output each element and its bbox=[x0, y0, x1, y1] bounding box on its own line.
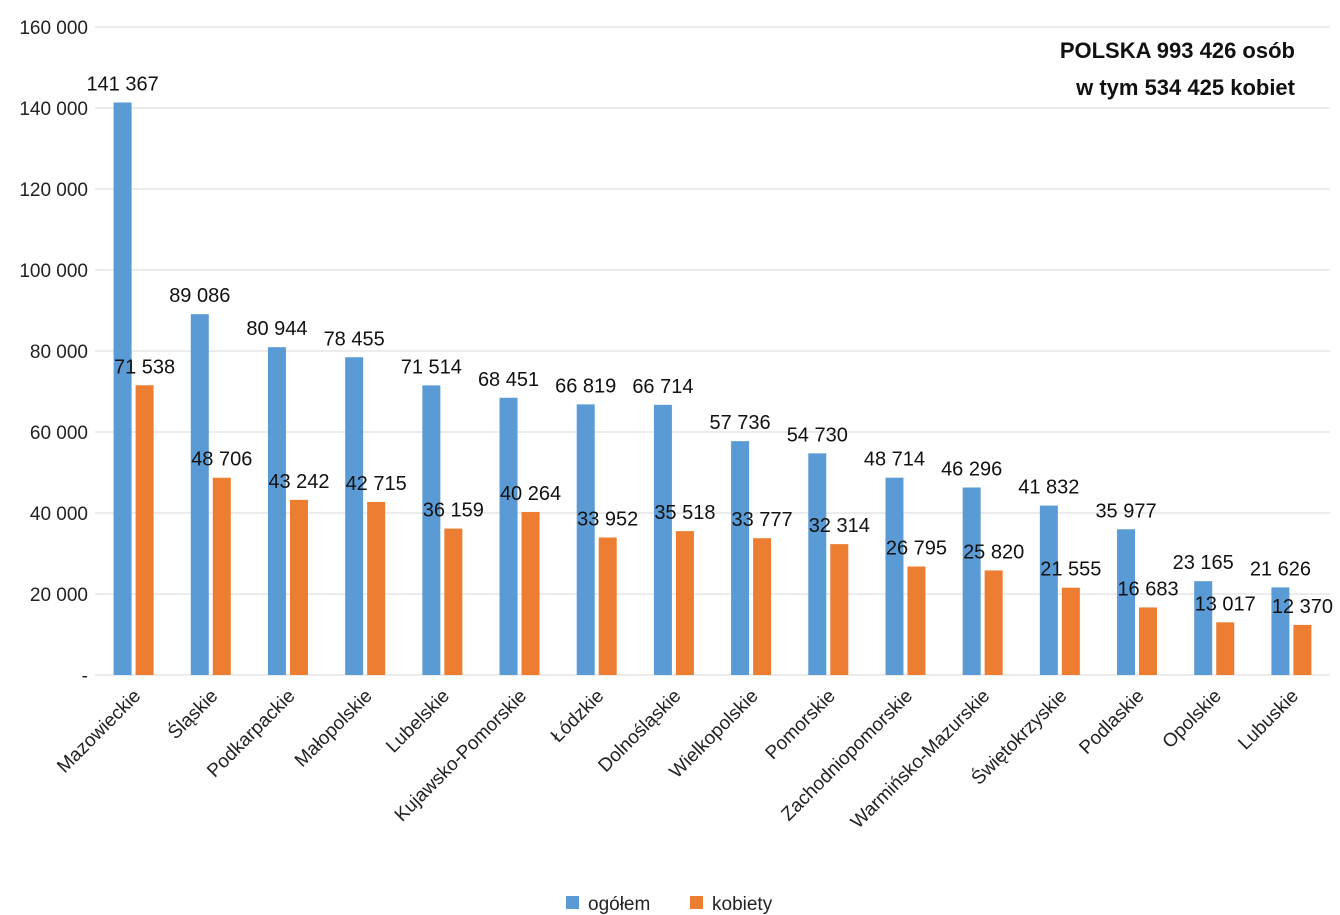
data-label-kobiety: 43 242 bbox=[268, 471, 329, 493]
x-category-label: Opolskie bbox=[1159, 686, 1226, 753]
x-category-label: Małopolskie bbox=[291, 686, 377, 772]
data-label-ogolem: 35 977 bbox=[1095, 500, 1156, 522]
bar-kobiety bbox=[212, 477, 231, 675]
y-axis-tick-labels: - 20 000 40 000 60 000 80 000 100 000 120 000 1… bbox=[19, 18, 88, 687]
data-label-ogolem: 57 736 bbox=[710, 412, 771, 434]
bar-kobiety bbox=[367, 502, 386, 675]
data-label-kobiety: 40 264 bbox=[500, 483, 561, 505]
bar-ogolem bbox=[1117, 529, 1136, 675]
data-labels: 141 367 89 086 80 944 78 455 71 514 68 451 66 … bbox=[86, 73, 1333, 617]
bar-ogolem bbox=[267, 347, 286, 675]
bar-ogolem bbox=[422, 385, 441, 675]
data-label-kobiety: 33 952 bbox=[577, 508, 638, 530]
data-label-kobiety: 21 555 bbox=[1040, 559, 1101, 581]
data-label-ogolem: 66 714 bbox=[632, 376, 693, 398]
legend-swatch-kobiety bbox=[690, 896, 703, 909]
data-label-ogolem: 71 514 bbox=[401, 356, 462, 378]
data-label-ogolem: 21 626 bbox=[1250, 558, 1311, 580]
bar-kobiety bbox=[1139, 607, 1158, 675]
bar-ogolem bbox=[345, 357, 364, 675]
bar-kobiety bbox=[830, 544, 849, 675]
bar-ogolem bbox=[576, 404, 595, 675]
x-category-label: Zachodniopomorskie bbox=[777, 686, 917, 826]
bar-ogolem bbox=[1194, 581, 1213, 675]
bar-ogolem bbox=[113, 102, 132, 676]
data-label-kobiety: 48 706 bbox=[191, 449, 252, 471]
bar-kobiety bbox=[675, 531, 694, 675]
bar-kobiety bbox=[1293, 624, 1312, 675]
y-tick-label: 140 000 bbox=[19, 99, 88, 120]
legend: ogółem kobiety bbox=[566, 894, 773, 915]
data-label-ogolem: 66 819 bbox=[555, 375, 616, 397]
bar-ogolem bbox=[653, 404, 672, 675]
bar-kobiety bbox=[1216, 622, 1235, 675]
y-tick-label: 40 000 bbox=[30, 504, 88, 525]
bar-ogolem bbox=[808, 453, 827, 675]
x-axis-category-labels: Mazowieckie ŚląskiePodkarpackieMałopolski… bbox=[53, 685, 1303, 833]
y-tick-label: - bbox=[82, 666, 88, 687]
bar-kobiety bbox=[135, 385, 154, 675]
x-category-label: Lubelskie bbox=[382, 686, 454, 758]
data-label-ogolem: 54 730 bbox=[787, 424, 848, 446]
annotation-line-1: POLSKA 993 426 osób bbox=[1060, 38, 1295, 63]
bar-kobiety bbox=[444, 528, 463, 675]
data-label-ogolem: 48 714 bbox=[864, 449, 925, 471]
bar-ogolem bbox=[499, 397, 518, 675]
x-category-label: Śląskie bbox=[163, 685, 222, 744]
bar-ogolem bbox=[962, 487, 981, 675]
data-label-kobiety: 71 538 bbox=[114, 356, 175, 378]
bar-ogolem bbox=[1271, 587, 1290, 675]
x-category-label: Mazowieckie bbox=[53, 686, 145, 778]
data-label-ogolem: 41 832 bbox=[1018, 477, 1079, 499]
bar-ogolem bbox=[885, 477, 904, 675]
data-label-ogolem: 78 455 bbox=[324, 328, 385, 350]
data-label-kobiety: 13 017 bbox=[1195, 593, 1256, 615]
bar-kobiety bbox=[984, 570, 1003, 675]
data-label-kobiety: 12 370 bbox=[1272, 596, 1333, 618]
bar-kobiety bbox=[907, 566, 926, 675]
x-category-label: Pomorskie bbox=[762, 686, 840, 764]
y-tick-label: 80 000 bbox=[30, 342, 88, 363]
data-label-kobiety: 35 518 bbox=[654, 502, 715, 524]
annotation-line-2: w tym 534 425 kobiet bbox=[1075, 75, 1296, 100]
data-label-kobiety: 26 795 bbox=[886, 537, 947, 559]
data-label-kobiety: 32 314 bbox=[809, 515, 870, 537]
bar-kobiety bbox=[521, 511, 540, 675]
legend-swatch-ogolem bbox=[566, 896, 579, 909]
y-tick-label: 160 000 bbox=[19, 18, 88, 39]
data-label-ogolem: 89 086 bbox=[169, 285, 230, 307]
data-label-kobiety: 42 715 bbox=[346, 473, 407, 495]
x-category-label: Warmińsko-Mazurskie bbox=[847, 686, 994, 833]
data-label-ogolem: 141 367 bbox=[86, 73, 158, 95]
x-category-label: Kujawsko-Pomorskie bbox=[391, 686, 531, 826]
data-label-ogolem: 23 165 bbox=[1173, 552, 1234, 574]
x-category-label: Podlaskie bbox=[1075, 686, 1148, 759]
x-category-label: Łódzkie bbox=[547, 686, 608, 747]
bar-ogolem bbox=[731, 441, 750, 675]
x-category-label: Lubuskie bbox=[1234, 686, 1303, 755]
legend-label-ogolem: ogółem bbox=[588, 894, 650, 915]
y-tick-label: 100 000 bbox=[19, 261, 88, 282]
data-label-ogolem: 68 451 bbox=[478, 369, 539, 391]
bar-kobiety bbox=[1061, 587, 1080, 675]
legend-label-kobiety: kobiety bbox=[712, 894, 773, 915]
data-label-ogolem: 46 296 bbox=[941, 459, 1002, 481]
data-label-kobiety: 25 820 bbox=[963, 541, 1024, 563]
data-label-ogolem: 80 944 bbox=[246, 318, 307, 340]
y-tick-label: 120 000 bbox=[19, 180, 88, 201]
bar-kobiety bbox=[598, 537, 617, 675]
data-label-kobiety: 36 159 bbox=[423, 500, 484, 522]
data-label-kobiety: 16 683 bbox=[1117, 578, 1178, 600]
y-tick-label: 20 000 bbox=[30, 585, 88, 606]
bars bbox=[113, 102, 1312, 676]
y-tick-label: 60 000 bbox=[30, 423, 88, 444]
data-label-kobiety: 33 777 bbox=[732, 509, 793, 531]
bar-ogolem bbox=[1039, 505, 1058, 675]
bar-ogolem bbox=[190, 314, 209, 675]
bar-kobiety bbox=[289, 499, 308, 675]
bar-kobiety bbox=[753, 538, 772, 675]
